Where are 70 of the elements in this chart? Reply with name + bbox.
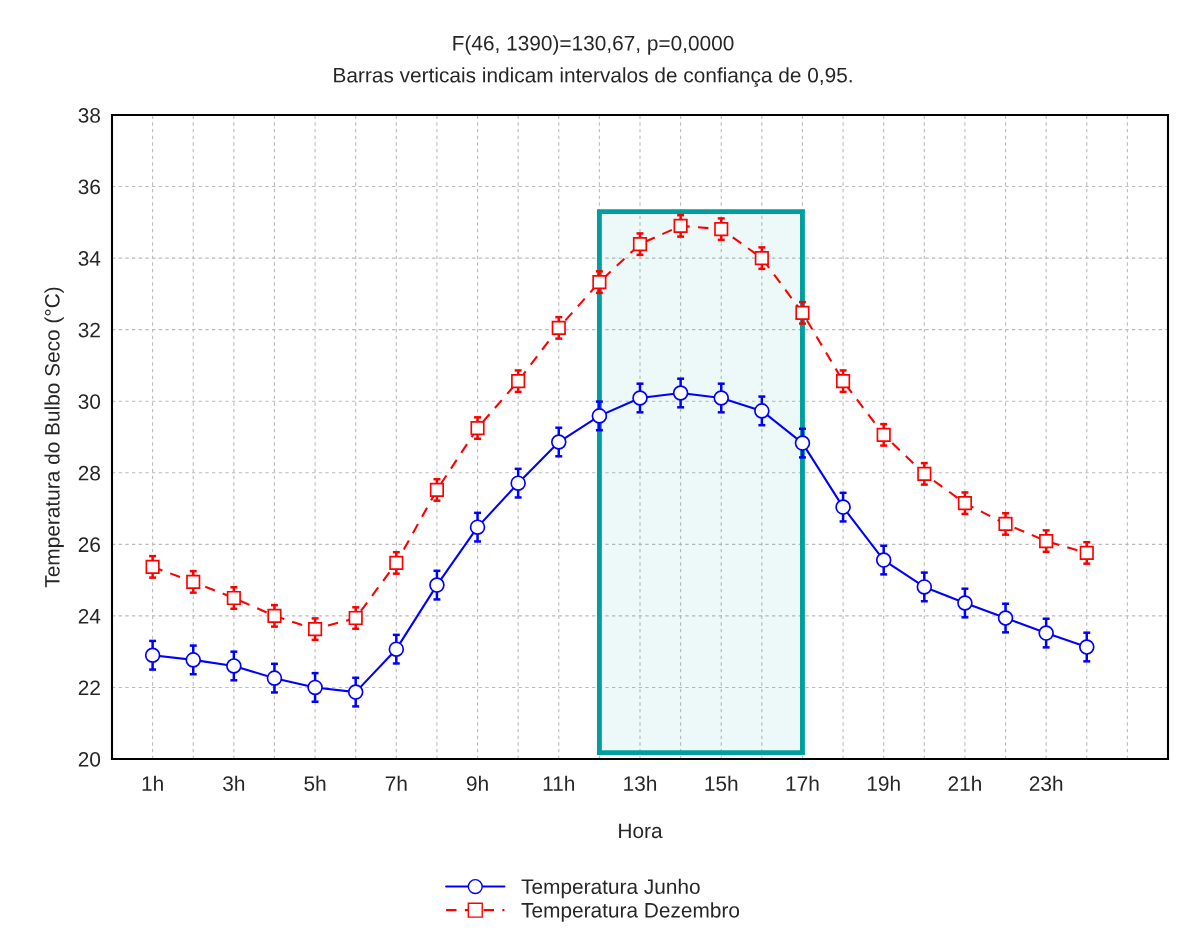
point (672, 385, 689, 401)
point (266, 670, 283, 686)
point (429, 577, 445, 593)
point (347, 684, 364, 700)
y-tick-label: 26 (78, 537, 100, 553)
point (997, 610, 1014, 626)
x-tick-label: 17h (786, 775, 819, 791)
point (875, 552, 892, 568)
point (145, 559, 160, 574)
y-tick-label: 30 (78, 394, 101, 409)
point (632, 390, 648, 406)
point (469, 519, 486, 535)
chart-subtitle: Barras verticais indicam intervalos de confiança de 0,95. (334, 67, 852, 87)
point (916, 579, 933, 595)
point (1078, 639, 1095, 655)
point (794, 435, 811, 451)
y-tick-label: 36 (78, 179, 100, 195)
point (348, 610, 363, 626)
point (835, 499, 851, 515)
y-tick-label: 24 (78, 608, 101, 624)
chart-title: F(46, 1390)=130,67, p=0,0000 (453, 35, 734, 55)
x-tick-label: 15h (705, 775, 738, 791)
y-tick-label: 38 (78, 108, 100, 123)
y-axis-title: Temperatura do Bulbo Seco (°C) (44, 287, 64, 588)
point (267, 608, 282, 623)
legend-label: Temperatura Junho (521, 878, 700, 899)
point (632, 237, 648, 252)
x-axis-title: Hora (619, 823, 663, 839)
point (511, 374, 526, 389)
x-tick-label: 21h (948, 775, 981, 791)
point (186, 574, 201, 589)
point (1038, 625, 1054, 641)
point (144, 647, 161, 664)
point (226, 590, 241, 606)
point (957, 595, 973, 611)
x-tick-label: 9h (466, 775, 488, 791)
point (835, 374, 851, 389)
x-tick-label: 5h (304, 775, 326, 791)
point (185, 652, 202, 668)
point (957, 496, 973, 511)
x-tick-label: 13h (624, 775, 657, 791)
x-tick-label: 1h (142, 775, 163, 791)
point (713, 390, 730, 406)
point (876, 427, 891, 442)
x-tick-label: 7h (385, 775, 407, 791)
y-tick-label: 20 (78, 752, 101, 767)
y-tick-label: 22 (78, 680, 100, 695)
x-tick-label: 23h (1029, 775, 1063, 791)
point (714, 222, 729, 237)
legend-label: Temperatura Dezembro (521, 902, 740, 922)
y-tick-label: 34 (78, 251, 101, 266)
point (754, 403, 770, 419)
point (917, 466, 932, 481)
y-tick-label: 32 (78, 322, 100, 338)
y-tick-label: 28 (78, 465, 100, 481)
point (673, 218, 688, 233)
point (307, 622, 323, 637)
point (226, 658, 242, 674)
x-tick-label: 11h (543, 775, 575, 791)
point (591, 408, 608, 424)
point (388, 641, 405, 657)
point (550, 434, 567, 450)
point (754, 251, 769, 266)
point (551, 320, 566, 335)
point (795, 305, 810, 320)
point (307, 679, 323, 696)
x-tick-label: 3h (223, 775, 245, 791)
point (1039, 534, 1054, 549)
x-tick-label: 19h (867, 775, 900, 791)
point (510, 475, 526, 491)
